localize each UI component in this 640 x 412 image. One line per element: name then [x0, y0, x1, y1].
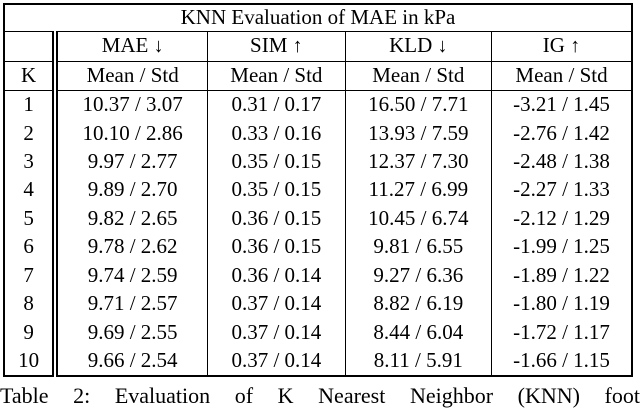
up-arrow-icon: ↑ [292, 35, 303, 58]
cell-value: 9.69 / 2.55 [54, 317, 209, 347]
cell-value: -3.21 / 1.45 [491, 90, 633, 120]
knn-evaluation-table: KNN Evaluation of MAE in kPa MAE ↓ SIM ↑… [3, 3, 633, 377]
cell-value: 0.31 / 0.17 [207, 90, 346, 120]
cell-k: 2 [4, 119, 59, 148]
cell-value: -1.72 / 1.17 [491, 317, 633, 347]
cell-value: 9.78 / 2.62 [54, 232, 209, 262]
cell-k: 8 [4, 289, 59, 318]
cell-value: 0.37 / 0.14 [207, 289, 346, 318]
cell-value: -1.89 / 1.22 [491, 261, 633, 290]
cell-value: 9.66 / 2.54 [54, 346, 209, 376]
cell-value: -2.48 / 1.38 [491, 147, 633, 176]
cell-value: -2.76 / 1.42 [491, 119, 633, 148]
table-row: 2 10.10 / 2.86 0.33 / 0.16 13.93 / 7.59 -2.7… [4, 119, 633, 148]
cell-value: 0.35 / 0.15 [207, 147, 346, 176]
cell-value: 0.37 / 0.14 [207, 317, 346, 347]
cell-value: 9.71 / 2.57 [54, 289, 209, 318]
cell-value: 16.50 / 7.71 [344, 90, 493, 120]
cell-value: 8.44 / 6.04 [344, 317, 493, 347]
header-kld: KLD ↓ [344, 31, 493, 62]
table-row: 6 9.78 / 2.62 0.36 / 0.15 9.81 / 6.55 -1.99 … [4, 232, 633, 262]
cell-value: 0.36 / 0.15 [207, 204, 346, 233]
cell-value: 9.74 / 2.59 [54, 261, 209, 290]
down-arrow-icon: ↓ [437, 35, 448, 58]
empty-corner-cell [4, 31, 59, 62]
table-metric-header-row: MAE ↓ SIM ↑ KLD ↓ IG ↑ [4, 31, 633, 62]
cell-value: 9.89 / 2.70 [54, 175, 209, 205]
cell-k: 7 [4, 261, 59, 290]
header-kld-label: KLD [389, 33, 433, 58]
down-arrow-icon: ↓ [153, 35, 164, 58]
table-row: 3 9.97 / 2.77 0.35 / 0.15 12.37 / 7.30 -2.48… [4, 147, 633, 176]
table-subheader-row: K Mean / Std Mean / Std Mean / Std Mean … [4, 61, 633, 91]
header-mae: MAE ↓ [54, 31, 209, 62]
cell-value: 12.37 / 7.30 [344, 147, 493, 176]
cell-value: 9.27 / 6.36 [344, 261, 493, 290]
header-k: K [4, 61, 59, 91]
cell-value: 0.37 / 0.14 [207, 346, 346, 376]
cell-value: 10.45 / 6.74 [344, 204, 493, 233]
cell-value: -1.80 / 1.19 [491, 289, 633, 318]
up-arrow-icon: ↑ [570, 35, 581, 58]
header-sim: SIM ↑ [207, 31, 346, 62]
cell-k: 4 [4, 175, 59, 205]
cell-value: 10.10 / 2.86 [54, 119, 209, 148]
header-mae-label: MAE [101, 33, 149, 58]
cell-value: 0.36 / 0.15 [207, 232, 346, 262]
table-row: 10 9.66 / 2.54 0.37 / 0.14 8.11 / 5.91 -1.66… [4, 346, 633, 376]
cell-value: 11.27 / 6.99 [344, 175, 493, 205]
table-caption: Table 2: Evaluation of K Nearest Neighbo… [0, 383, 640, 408]
subheader-ig: Mean / Std [491, 61, 633, 91]
table-row: 1 10.37 / 3.07 0.31 / 0.17 16.50 / 7.71 -3.2… [4, 90, 633, 120]
cell-value: -2.27 / 1.33 [491, 175, 633, 205]
cell-value: 9.81 / 6.55 [344, 232, 493, 262]
header-ig: IG ↑ [491, 31, 633, 62]
header-ig-label: IG [542, 33, 565, 58]
subheader-sim: Mean / Std [207, 61, 346, 91]
table-row: 4 9.89 / 2.70 0.35 / 0.15 11.27 / 6.99 -2.27… [4, 175, 633, 205]
cell-value: 0.36 / 0.14 [207, 261, 346, 290]
cell-value: 9.97 / 2.77 [54, 147, 209, 176]
cell-value: 8.11 / 5.91 [344, 346, 493, 376]
header-sim-label: SIM [250, 33, 288, 58]
cell-value: 0.35 / 0.15 [207, 175, 346, 205]
cell-k: 5 [4, 204, 59, 233]
cell-k: 9 [4, 317, 59, 347]
cell-value: -1.99 / 1.25 [491, 232, 633, 262]
cell-k: 6 [4, 232, 59, 262]
cell-k: 1 [4, 90, 59, 120]
table-row: 5 9.82 / 2.65 0.36 / 0.15 10.45 / 6.74 -2.12… [4, 204, 633, 233]
cell-value: 10.37 / 3.07 [54, 90, 209, 120]
table-row: 9 9.69 / 2.55 0.37 / 0.14 8.44 / 6.04 -1.72 … [4, 317, 633, 347]
cell-k: 10 [4, 346, 59, 376]
cell-value: -2.12 / 1.29 [491, 204, 633, 233]
cell-value: -1.66 / 1.15 [491, 346, 633, 376]
subheader-mae: Mean / Std [54, 61, 209, 91]
cell-value: 13.93 / 7.59 [344, 119, 493, 148]
table-row: 8 9.71 / 2.57 0.37 / 0.14 8.82 / 6.19 -1.80 … [4, 289, 633, 318]
table-title-row: KNN Evaluation of MAE in kPa [4, 4, 632, 32]
cell-value: 9.82 / 2.65 [54, 204, 209, 233]
subheader-kld: Mean / Std [344, 61, 493, 91]
table-row: 7 9.74 / 2.59 0.36 / 0.14 9.27 / 6.36 -1.89 … [4, 261, 633, 290]
table-title: KNN Evaluation of MAE in kPa [4, 4, 632, 32]
cell-value: 8.82 / 6.19 [344, 289, 493, 318]
cell-k: 3 [4, 147, 59, 176]
cell-value: 0.33 / 0.16 [207, 119, 346, 148]
